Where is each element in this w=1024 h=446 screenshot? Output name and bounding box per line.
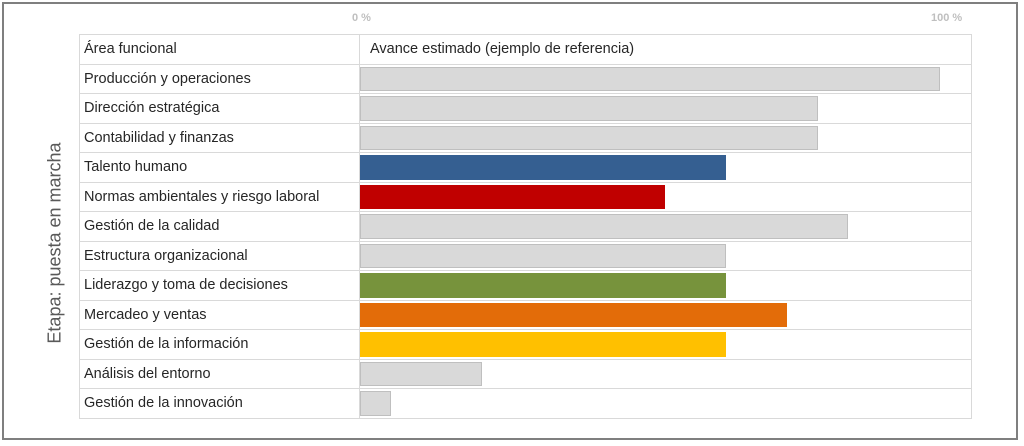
table-row: Gestión de la calidad <box>79 211 972 242</box>
bar-cell <box>359 122 972 153</box>
progress-table: Área funcional Avance estimado (ejemplo … <box>79 34 972 419</box>
progress-bar <box>360 361 482 386</box>
bar-cell <box>359 181 972 212</box>
bar-cell <box>359 152 972 183</box>
category-label: Dirección estratégica <box>79 93 360 124</box>
header-progress-label: Avance estimado (ejemplo de referencia) <box>370 41 635 58</box>
progress-bar <box>360 125 818 150</box>
progress-bar <box>360 66 940 91</box>
scale-max-label: 100 % <box>931 12 963 24</box>
progress-bar <box>360 155 726 180</box>
bar-cell <box>359 63 972 94</box>
table-row: Gestión de la innovación <box>79 388 972 419</box>
table-row: Liderazgo y toma de decisiones <box>79 270 972 301</box>
category-label: Estructura organizacional <box>79 240 360 271</box>
table-row: Dirección estratégica <box>79 93 972 124</box>
progress-bar <box>360 302 787 327</box>
table-row: Estructura organizacional <box>79 240 972 271</box>
table-row: Contabilidad y finanzas <box>79 122 972 153</box>
header-area: Área funcional <box>79 34 360 65</box>
progress-bar <box>360 214 848 239</box>
category-label: Gestión de la información <box>79 329 360 360</box>
table-body: Producción y operaciones Dirección estrat… <box>79 63 972 419</box>
progress-bar <box>360 332 726 357</box>
category-label: Análisis del entorno <box>79 358 360 389</box>
table-row: Producción y operaciones <box>79 63 972 94</box>
category-label: Normas ambientales y riesgo laboral <box>79 181 360 212</box>
bar-cell <box>359 329 972 360</box>
progress-bar <box>360 184 665 209</box>
category-label: Talento humano <box>79 152 360 183</box>
table-row: Talento humano <box>79 152 972 183</box>
category-label: Liderazgo y toma de decisiones <box>79 270 360 301</box>
category-label: Gestión de la innovación <box>79 388 360 419</box>
bar-cell <box>359 240 972 271</box>
progress-bar <box>360 243 726 268</box>
scale-min-label: 0 % <box>352 12 371 24</box>
bar-cell <box>359 211 972 242</box>
category-label: Contabilidad y finanzas <box>79 122 360 153</box>
stage-axis-label: Etapa: puesta en marcha <box>44 142 65 344</box>
table-row: Normas ambientales y riesgo laboral <box>79 181 972 212</box>
header-row: Área funcional Avance estimado (ejemplo … <box>79 34 972 65</box>
progress-bar <box>360 391 391 416</box>
header-progress: Avance estimado (ejemplo de referencia) <box>359 34 972 65</box>
progress-bar <box>360 273 726 298</box>
category-label: Producción y operaciones <box>79 63 360 94</box>
category-label: Gestión de la calidad <box>79 211 360 242</box>
category-label: Mercadeo y ventas <box>79 299 360 330</box>
progress-bar <box>360 96 818 121</box>
bar-cell <box>359 299 972 330</box>
bar-cell <box>359 358 972 389</box>
table-row: Análisis del entorno <box>79 358 972 389</box>
bar-cell <box>359 93 972 124</box>
table-row: Gestión de la información <box>79 329 972 360</box>
table-row: Mercadeo y ventas <box>79 299 972 330</box>
bar-cell <box>359 388 972 419</box>
bar-cell <box>359 270 972 301</box>
